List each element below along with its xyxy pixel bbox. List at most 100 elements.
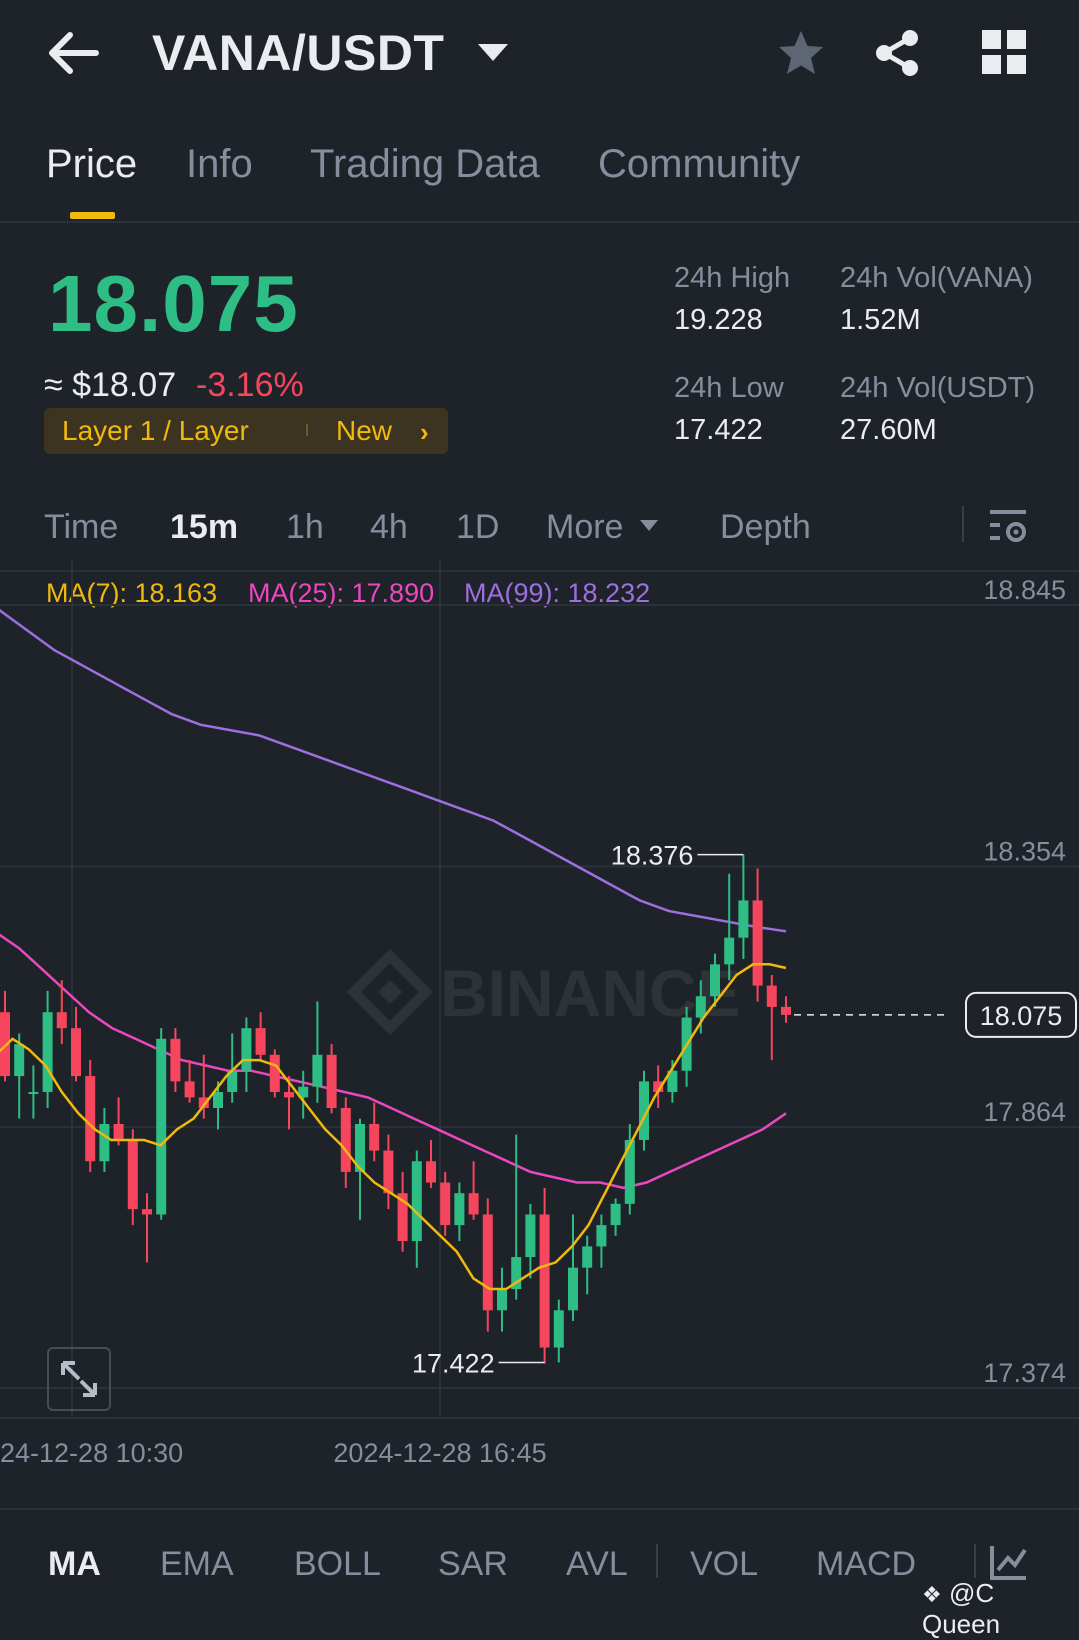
candle xyxy=(369,1102,380,1162)
x-tick-label: 2024-12-28 16:45 xyxy=(333,1438,546,1468)
tab-trading-data[interactable]: Trading Data xyxy=(310,142,540,186)
indicator-separator xyxy=(656,1544,658,1578)
chart-settings-icon[interactable] xyxy=(988,506,1028,546)
grid-icon[interactable] xyxy=(982,30,1026,74)
y-tick-label: 17.374 xyxy=(983,1358,1066,1388)
interval-1h[interactable]: 1h xyxy=(286,508,324,546)
tab-price[interactable]: Price xyxy=(46,142,138,186)
candle-body xyxy=(653,1081,664,1093)
candle-body xyxy=(71,1028,81,1077)
candle xyxy=(14,1033,25,1119)
candle-body xyxy=(440,1182,451,1226)
ma99-line xyxy=(0,609,787,933)
candle-body xyxy=(0,1012,10,1077)
candle-body xyxy=(340,1108,351,1172)
candle-body xyxy=(298,1086,309,1098)
candle xyxy=(695,980,706,1034)
candle xyxy=(241,1017,252,1093)
chevron-down-icon[interactable] xyxy=(640,520,658,531)
chevron-down-icon[interactable] xyxy=(478,44,508,61)
candle-body xyxy=(227,1070,238,1093)
candle xyxy=(397,1171,408,1252)
indicator-avl[interactable]: AVL xyxy=(566,1545,628,1583)
interval-more[interactable]: More xyxy=(546,508,624,546)
tab-info[interactable]: Info xyxy=(186,142,253,186)
interval-4h[interactable]: 4h xyxy=(370,508,408,546)
interval-time[interactable]: Time xyxy=(44,508,119,546)
interval-separator xyxy=(962,506,964,542)
candle xyxy=(326,1044,337,1114)
chevron-right-icon: › xyxy=(420,417,429,447)
candle xyxy=(340,1097,351,1188)
vol-quote-label: 24h Vol(USDT) xyxy=(840,372,1036,404)
last-price: 18.075 xyxy=(48,259,299,348)
candle-body xyxy=(539,1214,550,1348)
candle-body xyxy=(667,1070,678,1093)
indicator-ma[interactable]: MA xyxy=(48,1545,101,1583)
interval-15m[interactable]: 15m xyxy=(170,508,239,546)
expand-icon xyxy=(61,1361,97,1397)
indicator-boll[interactable]: BOLL xyxy=(294,1545,381,1583)
high-value: 19.228 xyxy=(674,304,763,336)
candle xyxy=(610,1198,621,1236)
candle xyxy=(312,1001,323,1103)
new-badge: New xyxy=(336,415,393,446)
watermark-text: BINANCE xyxy=(440,956,741,1030)
interval-depth[interactable]: Depth xyxy=(720,508,811,546)
candle xyxy=(482,1198,493,1332)
candle xyxy=(568,1214,578,1321)
candle-body xyxy=(85,1076,96,1162)
high-label: 24h High xyxy=(674,262,791,294)
indicator-macd[interactable]: MACD xyxy=(816,1545,917,1583)
candle xyxy=(738,854,749,959)
candle-body xyxy=(639,1081,649,1140)
current-price-box xyxy=(965,991,1077,1038)
active-tab-indicator xyxy=(70,212,115,219)
candle-body xyxy=(184,1081,195,1098)
x-axis: 24-12-28 10:30 2024-12-28 16:45 xyxy=(0,1438,547,1468)
candle xyxy=(71,1006,81,1082)
candle xyxy=(99,1108,110,1172)
candle xyxy=(511,1134,522,1300)
back-arrow-icon[interactable] xyxy=(48,30,100,76)
candle xyxy=(525,1203,536,1279)
share-icon[interactable] xyxy=(872,28,922,78)
candle-body xyxy=(411,1161,422,1242)
candle-body xyxy=(326,1054,337,1109)
expand-chart-button[interactable] xyxy=(47,1347,111,1411)
ma99-polyline xyxy=(0,609,787,933)
candle xyxy=(426,1139,436,1188)
candle-body xyxy=(198,1097,209,1109)
candle xyxy=(596,1214,607,1268)
tab-community[interactable]: Community xyxy=(598,142,801,186)
candle-body xyxy=(127,1139,138,1210)
indicator-settings-icon[interactable] xyxy=(988,1542,1028,1582)
indicator-sar[interactable]: SAR xyxy=(438,1545,508,1583)
candle xyxy=(653,1065,664,1109)
pair-title[interactable]: VANA/USDT xyxy=(152,25,445,81)
interval-divider xyxy=(0,570,1079,572)
candle xyxy=(553,1299,564,1363)
y-tick-label: 18.845 xyxy=(983,575,1066,605)
candle-body xyxy=(142,1209,152,1215)
low-value: 17.422 xyxy=(674,414,763,446)
candle-body xyxy=(710,964,720,997)
candle xyxy=(383,1134,394,1210)
indicator-vol[interactable]: VOL xyxy=(690,1545,759,1583)
star-icon[interactable] xyxy=(776,28,826,78)
chart-grid xyxy=(0,560,1079,1419)
candle xyxy=(113,1097,124,1146)
candle xyxy=(582,1235,593,1295)
ma25-polyline xyxy=(0,933,787,1190)
interval-1d[interactable]: 1D xyxy=(456,508,500,546)
candle xyxy=(454,1182,465,1242)
ma25-line xyxy=(0,933,787,1190)
category-tag[interactable] xyxy=(44,408,448,454)
indicator-ema[interactable]: EMA xyxy=(160,1545,234,1583)
candle xyxy=(198,1054,209,1119)
candle-body xyxy=(596,1225,607,1247)
candle xyxy=(710,953,720,1007)
candle xyxy=(539,1187,550,1364)
vol-quote-value: 27.60M xyxy=(840,414,937,446)
